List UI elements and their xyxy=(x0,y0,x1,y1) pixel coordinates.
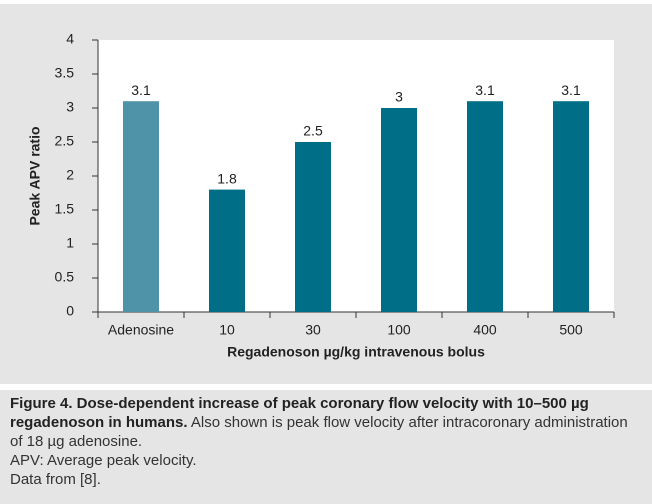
x-tick-label: 400 xyxy=(473,322,497,338)
bar xyxy=(381,108,417,312)
data-label: 3.1 xyxy=(131,82,151,98)
y-tick-label: 2.5 xyxy=(55,133,75,149)
x-tick-label: 100 xyxy=(387,322,411,338)
x-tick-label: 500 xyxy=(559,322,583,338)
caption: Figure 4. Dose-dependent increase of pea… xyxy=(0,390,652,504)
y-tick-label: 2 xyxy=(66,167,74,183)
chart-panel: Peak APV ratio Regadenoson µg/kg intrave… xyxy=(0,4,652,384)
caption-abbreviation: APV: Average peak velocity. xyxy=(10,452,197,469)
y-tick-label: 0 xyxy=(66,303,74,319)
bar xyxy=(295,142,331,312)
bar xyxy=(553,101,589,312)
x-tick-label: 30 xyxy=(305,322,321,338)
y-tick-label: 1.5 xyxy=(55,201,75,217)
caption-title: Figure 4. Dose-dependent increase of pea… xyxy=(10,395,589,431)
y-axis-label: Peak APV ratio xyxy=(27,126,43,225)
data-label: 3.1 xyxy=(475,82,495,98)
plot-area xyxy=(98,40,614,312)
caption-text: Also shown is peak flow velocity after i… xyxy=(10,414,628,450)
chart: Peak APV ratio Regadenoson µg/kg intrave… xyxy=(27,31,615,360)
bar xyxy=(467,101,503,312)
y-tick-label: 1 xyxy=(66,235,74,251)
data-label: 2.5 xyxy=(303,123,323,139)
y-tick-label: 3 xyxy=(66,99,74,115)
data-label: 3 xyxy=(395,89,403,105)
y-tick-label: 4 xyxy=(66,31,74,47)
y-tick-label: 3.5 xyxy=(55,65,75,81)
x-tick-label: 10 xyxy=(219,322,235,338)
bar xyxy=(123,101,159,312)
x-tick-label: Adenosine xyxy=(108,322,174,338)
caption-source: Data from [8]. xyxy=(10,471,101,488)
y-tick-label: 0.5 xyxy=(55,269,75,285)
x-axis-label: Regadenoson µg/kg intravenous bolus xyxy=(227,344,485,360)
bar xyxy=(209,189,245,312)
data-label: 3.1 xyxy=(561,82,581,98)
data-label: 1.8 xyxy=(217,170,237,186)
